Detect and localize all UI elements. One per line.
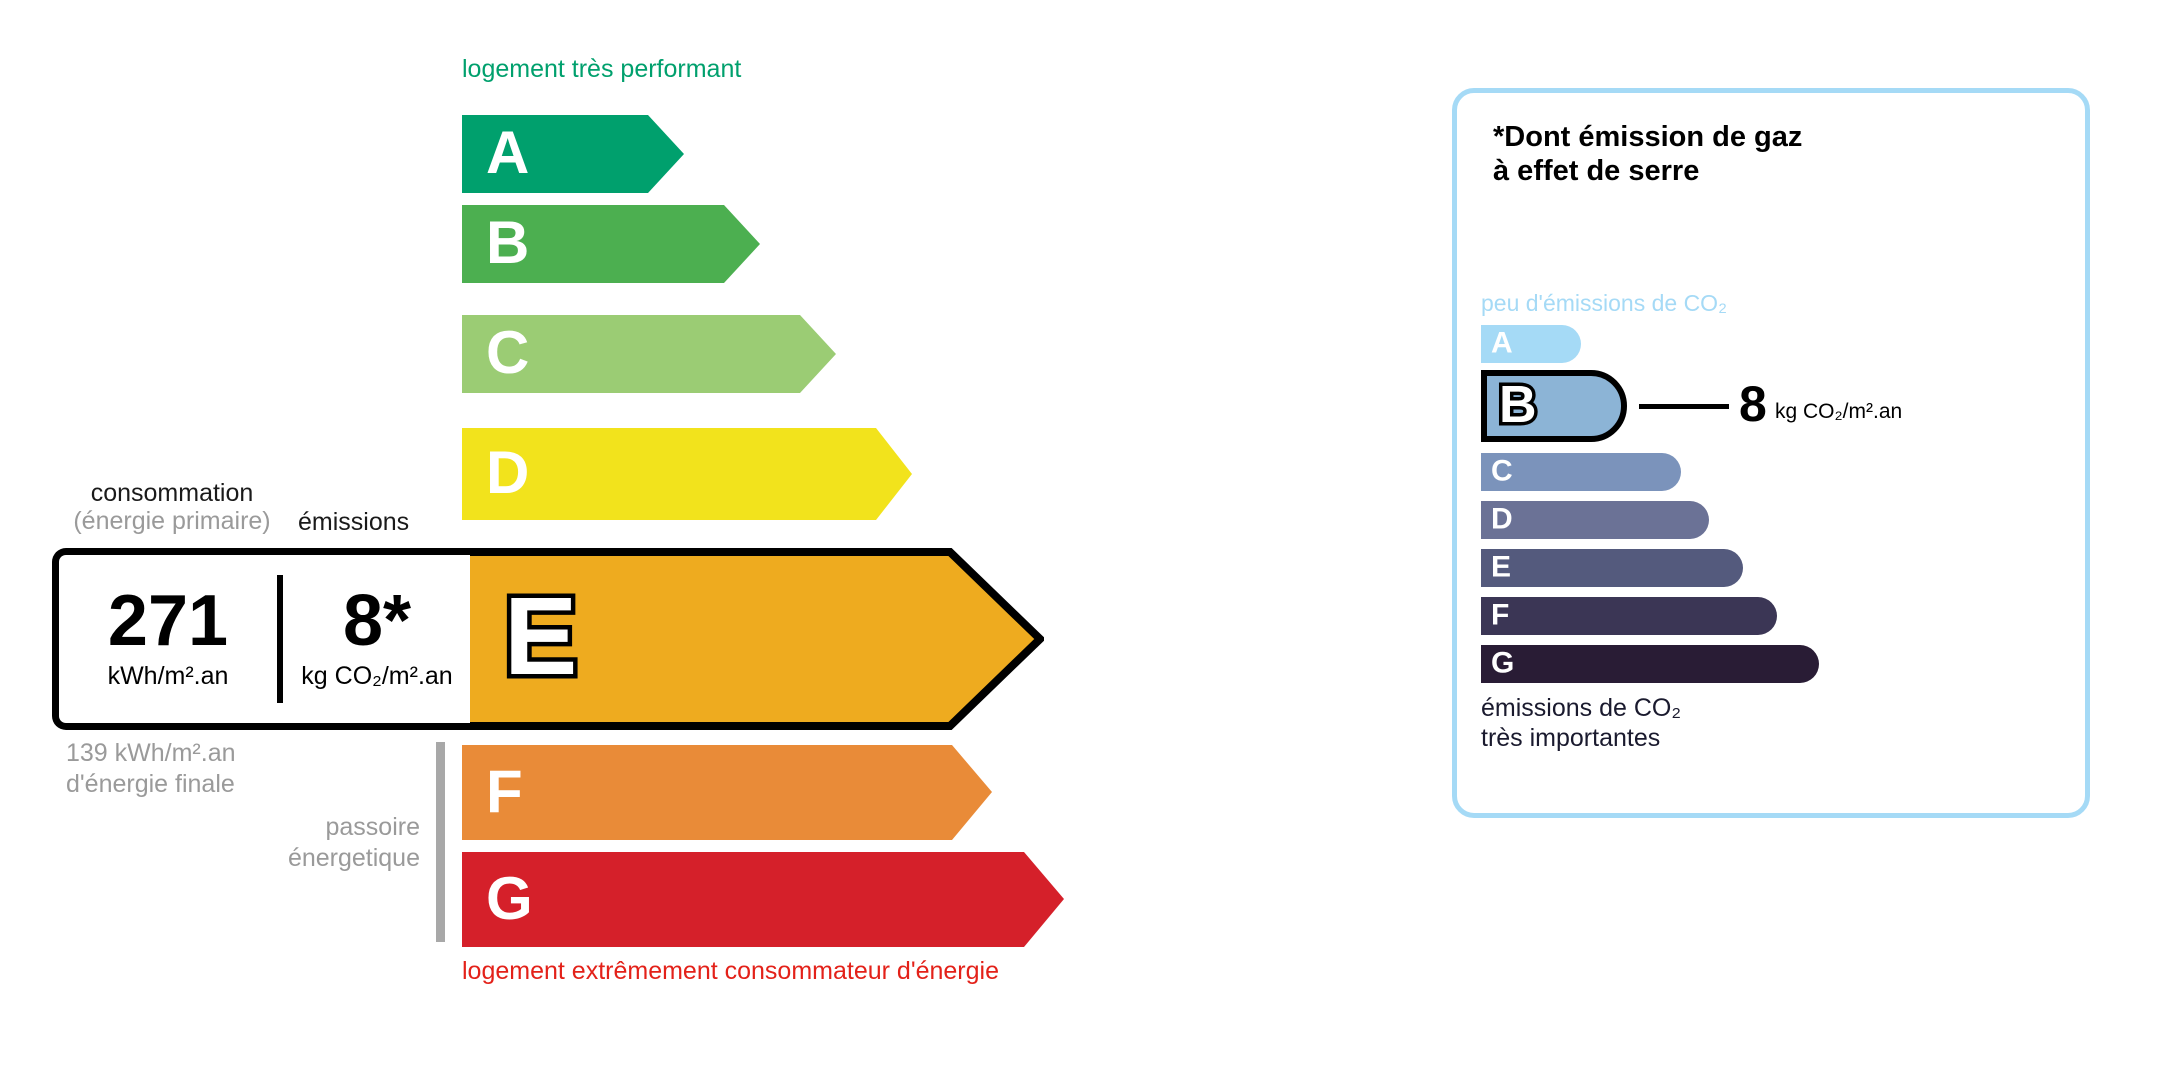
co2-selected-unit: kg CO₂/m².an [1775,400,1903,423]
energy-bar-d-letter: D [486,438,530,506]
co2-bar-c: C [1481,453,1681,491]
energy-bar-b-shape [462,205,760,283]
dpe-value-box: 271 kWh/m².an 8* kg CO₂/m².an [52,548,470,730]
energy-bar-g-letter: G [486,864,533,932]
energy-performance-diagram: logement très performant A B C D E [52,55,1064,985]
final-energy-note: 139 kWh/m².an d'énergie finale [66,738,236,801]
co2-panel-title-line1: *Dont émission de gaz [1493,121,1803,153]
co2-caption-low: peu d'émissions de CO₂ [1481,290,1727,316]
energy-bar-c: C [462,315,836,393]
energy-bar-d-shape [462,428,912,520]
co2-bar-b-selected: B [1481,370,1627,442]
energy-bar-f-shape [462,745,992,840]
value-box-divider [277,575,283,703]
co2-bar-d-letter: D [1491,502,1513,536]
emission-unit: kg CO₂/m².an [301,661,453,690]
co2-emission-panel: *Dont émission de gaz à effet de serre p… [1452,88,2090,818]
energy-bar-g: G [462,852,1064,947]
primary-energy-value: 271 [107,581,229,662]
energy-bar-d: D [462,428,912,520]
final-energy-note-line2: d'énergie finale [66,770,235,799]
primary-energy-unit: kWh/m².an [107,661,229,690]
co2-leader-line [1639,404,1729,409]
energy-bar-c-letter: C [486,318,530,386]
energy-bar-f: F [462,745,992,840]
energy-bar-c-shape [462,315,836,393]
consumption-label: consommation [90,479,254,507]
scale-caption-high-consumption: logement extrêmement consommateur d'éner… [462,957,999,985]
energy-bar-a-letter: A [486,118,530,186]
co2-caption-high: émissions de CO₂ très importantes [1481,693,1681,753]
co2-bar-f-letter: F [1491,598,1510,632]
co2-selected-value: 8 [1739,376,1767,432]
energy-bar-a-shape [462,115,684,193]
energy-bar-b-letter: B [486,208,530,276]
co2-bar-a-letter: A [1491,326,1513,360]
final-energy-note-line1: 139 kWh/m².an [66,739,236,767]
energy-bar-g-shape [462,852,1064,947]
co2-panel-title: *Dont émission de gaz à effet de serre [1493,121,1802,189]
co2-bar-g-letter: G [1491,646,1515,680]
consumption-label-group: consommation (énergie primaire) [52,479,292,535]
co2-bar-e-letter: E [1491,550,1512,584]
co2-bar-f: F [1481,597,1777,635]
co2-panel-title-line2: à effet de serre [1493,154,1700,187]
energy-bar-a: A [462,115,684,193]
co2-bar-c-letter: C [1491,454,1513,488]
emission-cell: 8* kg CO₂/m².an [283,555,471,723]
co2-bar-a: A [1481,325,1581,363]
passoire-note-line1: passoire [325,813,421,841]
emission-value: 8* [342,581,412,662]
passoire-note: passoire énergetique [200,812,420,875]
emissions-label: émissions [298,508,410,536]
energy-bar-e-selected: E [462,548,1044,730]
energy-bar-f-letter: F [486,757,523,825]
co2-caption-high-line2: très importantes [1481,724,1661,752]
co2-bar-e: E [1481,549,1743,587]
primary-energy-cell: 271 kWh/m².an [59,555,277,723]
co2-bar-g: G [1481,645,1819,683]
co2-bar-d: D [1481,501,1709,539]
scale-caption-high-performance: logement très performant [462,55,742,83]
consumption-sublabel: (énergie primaire) [73,507,271,535]
energy-bar-e-letter: E [499,574,581,698]
passoire-indicator-bar [436,742,445,942]
co2-bar-b-letter: B [1496,375,1540,434]
passoire-note-line2: énergetique [287,844,420,873]
co2-caption-high-line1: émissions de CO₂ [1481,694,1682,722]
energy-bar-b: B [462,205,760,283]
